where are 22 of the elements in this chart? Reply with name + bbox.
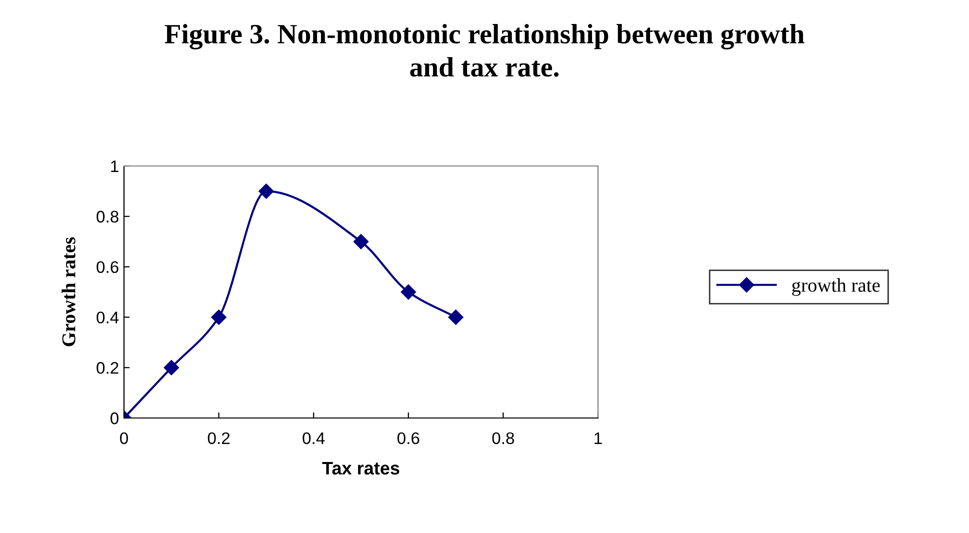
x-axis-title: Tax rates bbox=[322, 462, 400, 475]
x-tick-label: 0.8 bbox=[492, 432, 514, 444]
y-tick-label: 0.6 bbox=[96, 261, 118, 274]
x-tick-label: 1 bbox=[594, 432, 602, 444]
y-tick-label: 1 bbox=[111, 160, 118, 172]
point bbox=[258, 184, 274, 199]
point bbox=[448, 310, 464, 325]
chart-title: Figure 3. Non-monotonic relationship between growth and tax rate. bbox=[164, 24, 804, 77]
x-tick-label: 0.2 bbox=[208, 432, 230, 444]
y-tick-label: 0 bbox=[110, 412, 118, 424]
x-tick-label: 0.4 bbox=[302, 432, 325, 444]
y-tick-label: 0.2 bbox=[96, 362, 118, 374]
point bbox=[353, 234, 369, 250]
y-axis-title: Growth rates bbox=[62, 237, 76, 346]
point bbox=[164, 360, 179, 376]
legend-label: growth rate bbox=[792, 278, 880, 296]
point bbox=[400, 284, 416, 300]
x-tick-label: 0.6 bbox=[397, 432, 420, 444]
y-tick-label: 0.8 bbox=[96, 210, 118, 223]
y-tick-label: 0.4 bbox=[96, 312, 119, 324]
point bbox=[211, 310, 226, 325]
x-tick-label: 0 bbox=[120, 432, 128, 444]
